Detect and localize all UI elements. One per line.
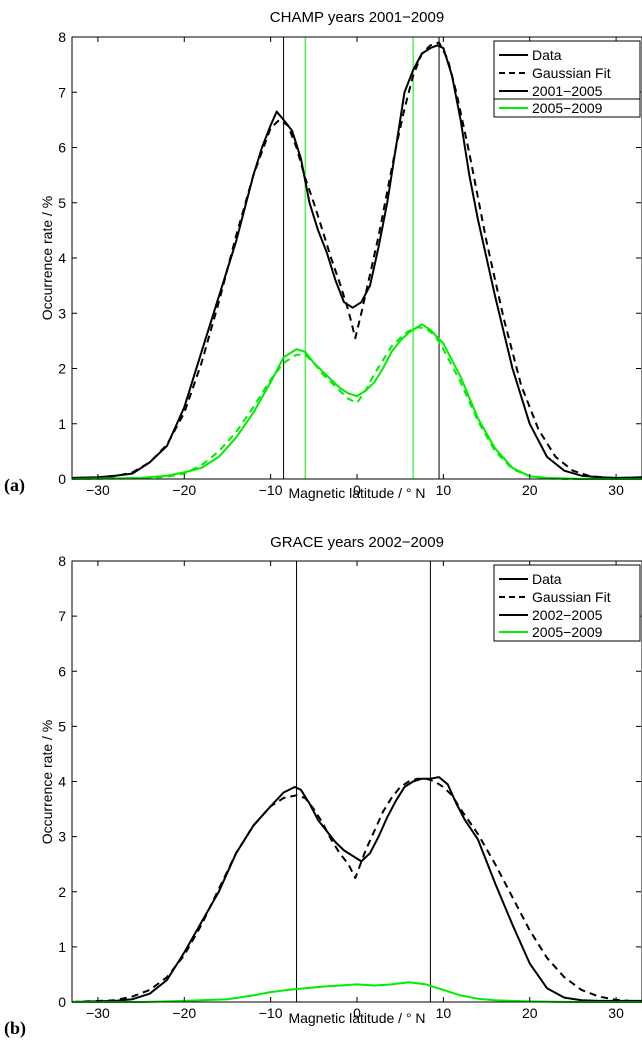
x-tick-label: 0 [353,1005,361,1021]
legend-box [493,40,641,100]
x-tick-label: 20 [522,482,538,498]
panel-b-marks [71,561,642,1003]
legend-label: 2001−2005 [532,83,603,99]
x-tick-label: 10 [436,1005,452,1021]
legend: Data Gaussian Fit 2001−2005 [493,40,641,100]
panel-b-ticks: −30 −20 −10 0 10 20 30 0 1 2 3 4 5 6 7 8 [58,553,641,1021]
panel-a-marks [71,37,642,480]
x-tick-label: 0 [353,482,361,498]
x-tick-label: 30 [608,482,624,498]
legend: Data Gaussian Fit 2002−2005 2005−2009 [493,564,641,642]
legend-box-lower [493,98,641,118]
y-tick-label: 3 [58,829,66,845]
x-tick-label: −10 [259,482,283,498]
y-tick-label: 7 [58,608,66,624]
x-tick-label: −30 [86,1005,110,1021]
legend-label: Data [532,571,562,587]
legend-label: 2002−2005 [532,607,603,623]
y-tick-label: 8 [58,553,66,569]
y-axis-title: Occurrence rate / % [39,720,55,845]
chart-title: CHAMP years 2001−2009 [270,9,444,26]
series-line-0 [71,44,642,479]
legend-label: 2005−2009 [532,100,603,116]
y-axis-title: Occurrence rate / % [39,196,55,321]
x-tick-label: −10 [259,1005,283,1021]
series-line-2 [72,981,642,1003]
y-tick-label: 2 [58,884,66,900]
y-tick-label: 0 [58,994,66,1010]
panel-label: (b) [4,1018,26,1039]
y-tick-label: 6 [58,663,66,679]
legend-label: Gaussian Fit [532,589,611,605]
y-tick-label: 8 [58,29,66,45]
y-tick-label: 0 [58,471,66,487]
x-tick-label: 10 [436,482,452,498]
legend-label: 2005−2009 [532,624,603,640]
y-tick-label: 5 [58,195,66,211]
panel-label: (a) [4,475,25,496]
series-line-1 [71,41,642,480]
legend-box [493,564,641,642]
x-tick-label: 20 [522,1005,538,1021]
y-tick-label: 6 [58,140,66,156]
legend-label: Gaussian Fit [532,65,611,81]
y-tick-label: 4 [58,250,66,266]
legend-label: Data [532,47,562,63]
chart-title: GRACE years 2002−2009 [270,534,444,551]
x-tick-label: −20 [172,482,196,498]
y-tick-label: 5 [58,718,66,734]
panel-a-chart: CHAMP years 2001−2009 −30 −20 −10 0 10 20 30 0 1… [4,9,642,501]
y-tick-label: 4 [58,774,66,790]
y-tick-label: 3 [58,305,66,321]
y-tick-label: 1 [58,416,66,432]
x-tick-label: −30 [86,482,110,498]
y-tick-label: 2 [58,361,66,377]
panel-a-ticks: −30 −20 −10 0 10 20 30 0 1 2 3 4 5 6 7 8 [58,29,641,498]
panel-b-chart: GRACE years 2002−2009 −30 −20 −10 0 10 20 30 0 1… [4,534,642,1039]
y-tick-label: 1 [58,939,66,955]
series-line-3 [71,326,642,480]
x-tick-label: −20 [172,1005,196,1021]
y-tick-label: 7 [58,84,66,100]
x-axis-title: Magnetic latitude / ° N [288,485,425,501]
x-tick-label: 30 [608,1005,624,1021]
x-axis-title: Magnetic latitude / ° N [288,1010,425,1026]
legend-extension: 2005−2009 [493,98,641,118]
series-line-1 [71,777,642,1003]
